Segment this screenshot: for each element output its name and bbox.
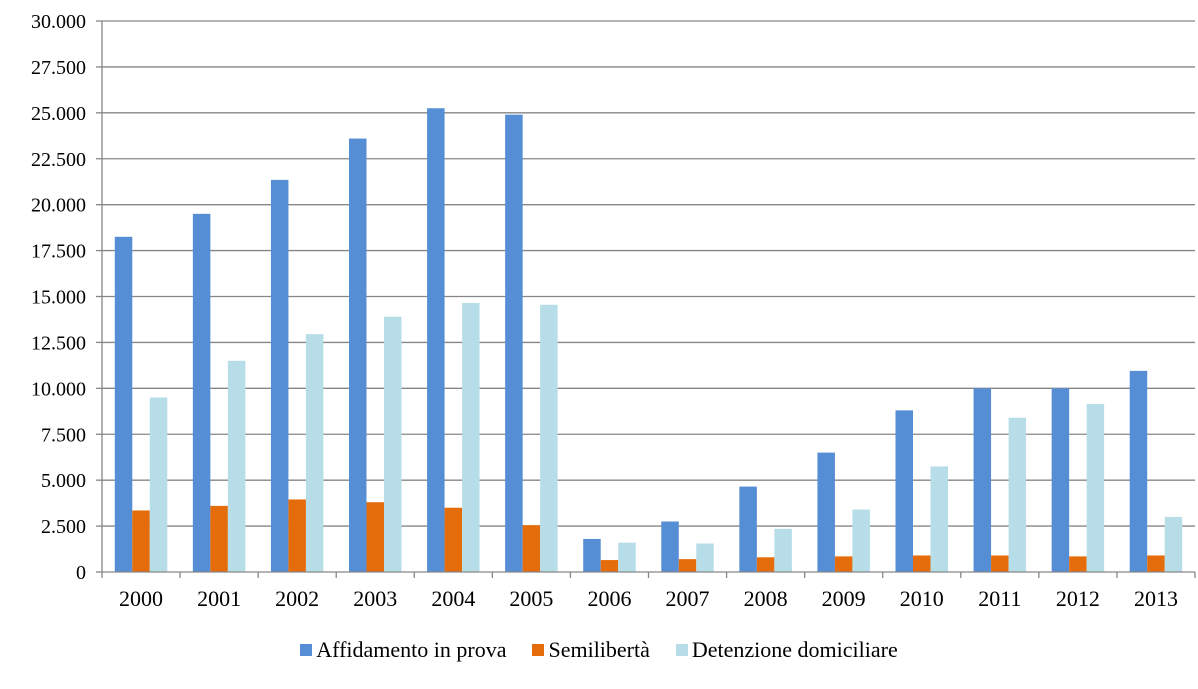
bar-affidamento-in-prova-2007	[661, 521, 679, 572]
y-tick-label: 22.500	[31, 149, 86, 171]
bar-detenzione-domiciliare-2002	[305, 334, 324, 572]
x-tick-label: 2003	[353, 586, 397, 611]
gridlines	[102, 20, 1195, 527]
bar-semilibert--2009	[834, 556, 853, 572]
legend-swatch	[300, 644, 313, 656]
bar-semilibert--2006	[600, 560, 619, 572]
y-tick-label: 20.000	[31, 195, 86, 217]
legend-swatch	[675, 644, 688, 656]
y-tick-label: 30.000	[31, 11, 86, 33]
bar-semilibert--2005	[522, 525, 541, 572]
bar-semilibert--2008	[756, 557, 775, 572]
bar-affidamento-in-prova-2013	[1129, 370, 1148, 572]
bar-affidamento-in-prova-2002	[270, 179, 289, 572]
bar-semilibert--2011	[991, 555, 1009, 572]
legend: Affidamento in prova Semilibertà Detenzion…	[0, 632, 1198, 668]
legend-swatch	[532, 644, 545, 656]
x-tick-label: 2007	[666, 586, 710, 611]
bar-detenzione-domiciliare-2011	[1008, 417, 1027, 572]
y-axis-tick-labels: 0 2.500 5.000 7.500 10.000 12.500 15.000 17.500…	[31, 11, 86, 584]
bar-affidamento-in-prova-2003	[349, 138, 367, 572]
bar-detenzione-domiciliare-2009	[852, 509, 870, 572]
legend-item: Detenzione domiciliare	[675, 637, 898, 663]
bar-detenzione-domiciliare-2006	[618, 542, 636, 572]
bar-chart-svg: 0 2.500 5.000 7.500 10.000 12.500 15.000 17.500…	[31, 11, 1196, 611]
y-tick-label: 0	[76, 562, 86, 584]
bar-affidamento-in-prova-2000	[114, 236, 133, 572]
x-tick-label: 2004	[431, 586, 475, 611]
y-tick-label: 10.000	[31, 378, 86, 400]
y-tick-label: 12.500	[31, 332, 86, 354]
bar-detenzione-domiciliare-2012	[1086, 403, 1105, 572]
bar-affidamento-in-prova-2012	[1051, 388, 1070, 572]
x-tick-label: 2001	[197, 586, 241, 611]
bar-affidamento-in-prova-2001	[192, 213, 211, 572]
bar-affidamento-in-prova-2008	[739, 486, 757, 572]
bar-detenzione-domiciliare-2001	[227, 360, 246, 572]
bar-semilibert--2003	[366, 502, 384, 572]
x-tick-label: 2006	[587, 586, 631, 611]
bar-semilibert--2010	[913, 555, 931, 572]
legend-item: Semilibertà	[532, 637, 650, 663]
bar-semilibert--2002	[288, 499, 306, 572]
x-tick-label: 2008	[744, 586, 788, 611]
bar-detenzione-domiciliare-2005	[540, 304, 558, 572]
x-tick-label: 2011	[978, 586, 1021, 611]
axes	[96, 20, 1196, 578]
bar-semilibert--2007	[678, 559, 697, 572]
bars	[114, 108, 1183, 573]
legend-label: Detenzione domiciliare	[691, 637, 898, 662]
y-tick-label: 25.000	[31, 103, 86, 125]
bar-affidamento-in-prova-2005	[505, 114, 523, 573]
y-tick-label: 7.500	[41, 424, 86, 446]
bar-detenzione-domiciliare-2000	[149, 397, 168, 572]
bar-affidamento-in-prova-2006	[583, 538, 601, 572]
legend-item: Affidamento in prova	[300, 637, 506, 663]
x-tick-label: 2002	[275, 586, 319, 611]
y-tick-label: 5.000	[41, 470, 86, 492]
bar-semilibert--2001	[210, 505, 228, 572]
x-tick-label: 2013	[1134, 586, 1178, 611]
bar-semilibert--2013	[1147, 555, 1165, 572]
y-tick-label: 15.000	[31, 287, 86, 309]
y-tick-label: 17.500	[31, 241, 86, 263]
bar-detenzione-domiciliare-2010	[930, 466, 948, 572]
x-tick-label: 2000	[119, 586, 163, 611]
bar-detenzione-domiciliare-2008	[774, 528, 792, 572]
bar-semilibert--2004	[444, 507, 463, 572]
legend-label: Affidamento in prova	[316, 637, 507, 662]
y-tick-label: 2.500	[41, 516, 86, 538]
bar-detenzione-domiciliare-2013	[1164, 516, 1183, 572]
x-tick-label: 2010	[900, 586, 944, 611]
bar-semilibert--2000	[132, 510, 150, 572]
y-tick-label: 27.500	[31, 57, 86, 79]
x-tick-label: 2012	[1056, 586, 1100, 611]
legend-label: Semilibertà	[548, 637, 650, 662]
x-tick-label: 2005	[509, 586, 553, 611]
bar-detenzione-domiciliare-2003	[384, 316, 402, 572]
x-axis-tick-labels: 2000 2001 2002 2003 2004 2005 2006 2007 2008 2009…	[119, 586, 1178, 611]
bar-affidamento-in-prova-2004	[427, 108, 445, 572]
bar-affidamento-in-prova-2011	[973, 388, 992, 572]
bar-detenzione-domiciliare-2007	[696, 543, 714, 572]
bar-affidamento-in-prova-2010	[895, 410, 913, 572]
bar-detenzione-domiciliare-2004	[462, 302, 480, 572]
x-tick-label: 2009	[822, 586, 866, 611]
bar-affidamento-in-prova-2009	[817, 452, 835, 572]
bar-semilibert--2012	[1069, 556, 1087, 572]
